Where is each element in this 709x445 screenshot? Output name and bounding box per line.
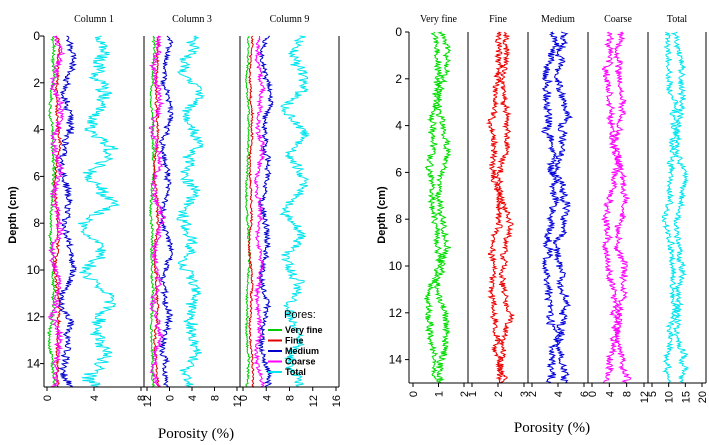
series-line-coarse: [252, 35, 266, 388]
right-y-axis-label: Depth (cm): [376, 186, 388, 244]
x-tick-label: 0: [238, 395, 250, 401]
left-y-tick-label: 14: [27, 357, 41, 371]
x-tick-label: 0: [42, 395, 54, 401]
x-tick-label: 3: [519, 391, 531, 397]
x-tick-label: 12: [142, 395, 154, 407]
x-tick-label: 4: [89, 395, 101, 401]
x-tick-label: 4: [261, 395, 273, 401]
x-tick-label: 0: [165, 395, 177, 401]
x-tick-label: 0: [408, 391, 420, 397]
left-y-tick-label: 0: [33, 29, 40, 43]
x-tick-label: 16: [331, 395, 343, 407]
right-y-tick-label: 12: [389, 306, 403, 320]
x-tick-label: 6: [579, 391, 591, 397]
series-line-very-fine: [148, 35, 156, 388]
x-tick-label: 8: [136, 395, 148, 401]
series-line-coarse: [608, 31, 632, 384]
x-tick-label: 10: [664, 391, 676, 403]
left-y-tick-label: 10: [27, 263, 41, 277]
series-line-very-fine: [433, 31, 452, 384]
legend-label-very-fine: Very fine: [285, 325, 323, 335]
series-line-total: [670, 31, 690, 384]
left-y-tick-label: 12: [27, 310, 41, 324]
series-line-total: [176, 35, 206, 388]
right-panel-total: Total 5 10 15 20: [647, 14, 709, 403]
x-tick-label: 4: [604, 391, 616, 397]
x-tick-label: 12: [639, 391, 651, 403]
right-panel-medium: Medium 2 4 6: [527, 14, 591, 397]
series-line-fine: [247, 35, 255, 388]
x-tick-label: 12: [232, 395, 244, 407]
series-line-very-fine: [424, 31, 443, 384]
series-line-very-fine: [244, 35, 252, 387]
left-y-tick-label: 6: [33, 169, 40, 183]
right-y-tick-label: 14: [389, 353, 403, 367]
legend-label-fine: Fine: [285, 336, 304, 346]
right-panel-fine: Fine 1 2 3: [467, 14, 531, 397]
panel-title: Column 3: [172, 14, 212, 25]
left-y-tick-label: 8: [33, 216, 40, 230]
panel-title: Column 9: [270, 14, 310, 25]
left-y-axis-label: Depth (cm): [7, 186, 19, 244]
x-tick-label: 2: [527, 391, 539, 397]
left-panel-column-1: Column 1 0 4 8: [42, 14, 148, 401]
right-y-tick-label: 8: [395, 212, 402, 226]
legend-label-medium: Medium: [285, 346, 319, 356]
left-y-tick-label: 4: [33, 123, 40, 137]
series-line-medium: [548, 31, 574, 384]
series-line-very-fine: [47, 35, 57, 388]
series-line-total: [78, 35, 121, 388]
series-line-fine: [485, 31, 504, 384]
right-panel-very-fine: Very fine 0 1 2: [408, 14, 471, 397]
right-x-axis-label: Porosity (%): [514, 420, 590, 436]
panel-title: Very fine: [420, 14, 457, 25]
x-tick-label: 0: [587, 391, 599, 397]
series-line-fine: [493, 31, 515, 384]
x-tick-label: 8: [622, 391, 634, 397]
left-panel-column-9: Column 9 0 4 8 12 16: [238, 14, 343, 407]
right-y-tick-label: 4: [395, 119, 402, 133]
x-tick-label: 8: [285, 395, 297, 401]
panel-title: Medium: [541, 14, 575, 25]
panel-title: Fine: [489, 14, 507, 25]
x-tick-label: 1: [434, 391, 446, 397]
left-y-tick-label: 2: [33, 76, 40, 90]
x-tick-label: 2: [459, 391, 471, 397]
x-tick-label: 12: [308, 395, 320, 407]
series-line-coarse: [600, 31, 622, 384]
panel-title: Coarse: [604, 14, 632, 25]
x-tick-label: 20: [697, 391, 709, 403]
right-y-tick-label: 0: [395, 25, 402, 39]
right-y-tick-label: 2: [395, 72, 402, 86]
right-y-tick-label: 10: [389, 259, 403, 273]
x-tick-label: 4: [187, 395, 199, 401]
right-y-tick-label: 6: [395, 165, 402, 179]
x-tick-label: 2: [493, 391, 505, 397]
series-line-medium: [540, 31, 561, 384]
x-tick-label: 5: [647, 391, 659, 397]
series-line-total: [661, 31, 681, 384]
series-line-coarse: [148, 35, 167, 388]
legend-title: Pores:: [284, 309, 316, 321]
panel-title: Column 1: [74, 14, 114, 25]
left-x-axis-label: Porosity (%): [158, 426, 234, 442]
left-panel-column-3: Column 3 12 0 4 8 12: [142, 14, 244, 407]
x-tick-label: 1: [467, 391, 479, 397]
series-line-total: [278, 35, 310, 388]
legend-label-total: Total: [285, 367, 306, 377]
series-line-fine: [152, 35, 161, 388]
series-line-medium: [57, 35, 78, 388]
x-tick-label: 15: [680, 391, 692, 403]
right-panel-coarse: Coarse 0 4 8 12: [587, 14, 651, 403]
x-tick-label: 8: [210, 395, 222, 401]
series-line-coarse: [47, 35, 66, 388]
legend-label-coarse: Coarse: [285, 357, 316, 367]
x-tick-label: 4: [553, 391, 565, 397]
series-line-medium: [257, 35, 274, 388]
panel-title: Total: [667, 14, 688, 25]
